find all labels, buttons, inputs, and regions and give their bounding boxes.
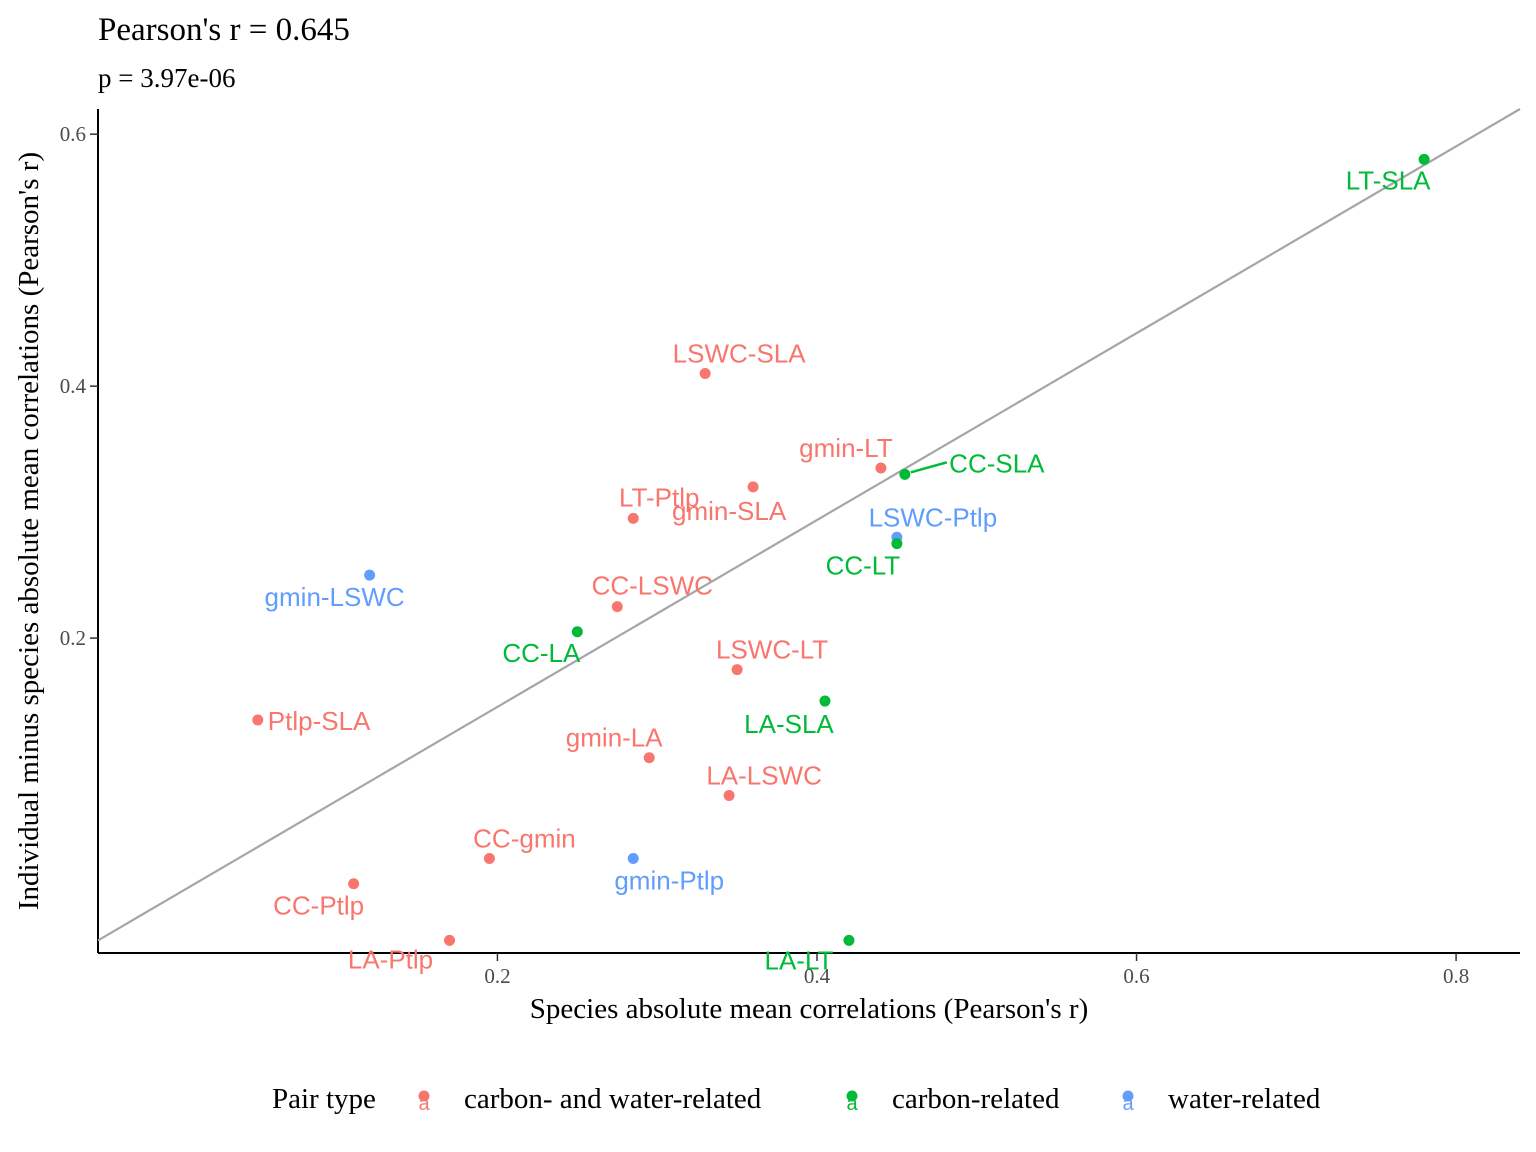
x-axis-title: Species absolute mean correlations (Pear… bbox=[530, 993, 1088, 1025]
legend-key-point bbox=[846, 1090, 858, 1102]
y-tick-label: 0.6 bbox=[60, 122, 86, 146]
legend-key-point bbox=[1122, 1090, 1134, 1102]
point-gmin-sla bbox=[747, 481, 759, 493]
point-label: LSWC-Ptlp bbox=[869, 502, 998, 532]
point-la-lt bbox=[843, 934, 855, 946]
y-axis-title: Individual minus species absolute mean c… bbox=[13, 152, 45, 910]
point-la-ptlp bbox=[444, 934, 456, 946]
point-cc-lt bbox=[891, 538, 903, 550]
point-label: CC-gmin bbox=[473, 824, 576, 854]
point-label: gmin-SLA bbox=[672, 496, 787, 526]
point-label: gmin-LSWC bbox=[265, 582, 405, 612]
point-label: gmin-LT bbox=[799, 433, 893, 463]
point-cc-gmin bbox=[483, 853, 495, 865]
legend: Pair type a carbon- and water-related a car… bbox=[272, 1083, 1321, 1115]
point-lswc-sla bbox=[699, 368, 711, 380]
point-gmin-la bbox=[643, 752, 655, 764]
label-leader-line bbox=[910, 461, 948, 474]
point-cc-lswc bbox=[611, 601, 623, 613]
legend-key-glyph: a bbox=[846, 1093, 858, 1115]
point-gmin-ptlp bbox=[627, 853, 639, 865]
point-label: Ptlp-SLA bbox=[268, 706, 371, 736]
legend-key-glyph: a bbox=[1122, 1093, 1134, 1115]
point-label: CC-Ptlp bbox=[273, 891, 364, 921]
point-label: LA-Ptlp bbox=[348, 944, 433, 974]
x-tick-label: 0.8 bbox=[1443, 964, 1469, 988]
chart-title: Pearson's r = 0.645 bbox=[98, 12, 350, 48]
legend-entry-label: water-related bbox=[1168, 1083, 1321, 1115]
x-tick-label: 0.2 bbox=[484, 964, 510, 988]
chart-subtitle: p = 3.97e-06 bbox=[98, 63, 235, 93]
plot-area: 0.2 0.4 0.6 0.8 0.2 0.4 0.6 LT-SLA LSWC-SLA gmi… bbox=[60, 108, 1521, 988]
point-cc-la bbox=[571, 626, 583, 638]
regression-line bbox=[97, 108, 1521, 942]
legend-key-point bbox=[418, 1090, 430, 1102]
point-lswc-lt bbox=[731, 664, 743, 676]
point-label: LT-SLA bbox=[1346, 165, 1431, 195]
y-tick-label: 0.2 bbox=[60, 626, 86, 650]
point-label: LT-Ptlp bbox=[619, 482, 699, 512]
legend-key-glyph: a bbox=[418, 1093, 430, 1115]
point-lt-ptlp bbox=[627, 512, 639, 524]
x-axis-ticks: 0.2 0.4 0.6 0.8 bbox=[484, 953, 1469, 988]
x-tick-label: 0.6 bbox=[1123, 964, 1149, 988]
point-la-lswc bbox=[723, 790, 735, 802]
data-points bbox=[252, 153, 1430, 946]
point-label: LA-LSWC bbox=[706, 761, 822, 791]
y-tick-label: 0.4 bbox=[60, 374, 87, 398]
point-label: LA-LT bbox=[765, 945, 834, 975]
point-lt-sla bbox=[1418, 153, 1430, 165]
point-label: CC-LA bbox=[502, 638, 581, 668]
legend-items: a carbon- and water-related a carbon-relate… bbox=[418, 1083, 1320, 1115]
point-gmin-lt bbox=[875, 462, 887, 474]
legend-entry-label: carbon- and water-related bbox=[464, 1083, 762, 1115]
point-la-sla bbox=[819, 695, 831, 707]
legend-entry-label: carbon-related bbox=[892, 1083, 1060, 1115]
point-label: LA-SLA bbox=[744, 709, 834, 739]
point-label: gmin-LA bbox=[566, 723, 663, 753]
legend-title: Pair type bbox=[272, 1083, 376, 1115]
point-label: CC-SLA bbox=[949, 448, 1045, 478]
point-label: LSWC-LT bbox=[716, 635, 828, 665]
point-cc-sla bbox=[899, 468, 911, 480]
point-label: gmin-Ptlp bbox=[614, 866, 724, 896]
point-label: CC-LSWC bbox=[592, 571, 713, 601]
point-ptlp-sla bbox=[252, 714, 264, 726]
point-label: CC-LT bbox=[826, 551, 901, 581]
point-cc-ptlp bbox=[348, 878, 360, 890]
x-tick-label: 0.4 bbox=[804, 964, 831, 988]
point-labels: LT-SLA LSWC-SLA gmin-LT CC-SLA gmin-SLALT-Pt… bbox=[265, 165, 1432, 975]
point-label: LSWC-SLA bbox=[673, 339, 807, 369]
point-gmin-lswc bbox=[364, 569, 376, 581]
y-axis-ticks: 0.2 0.4 0.6 bbox=[60, 122, 98, 650]
